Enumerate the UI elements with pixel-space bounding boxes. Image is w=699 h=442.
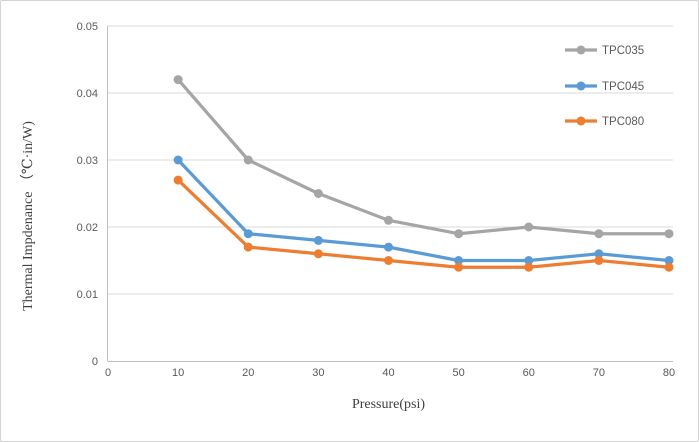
data-point-tpc045 (454, 256, 464, 265)
y-tick-label: 0.01 (77, 289, 98, 301)
legend-label-tpc045: TPC045 (602, 81, 644, 93)
legend-marker-tpc035 (576, 45, 586, 55)
x-tick-label: 10 (172, 367, 184, 379)
data-point-tpc035 (664, 229, 674, 239)
y-tick-label: 0.02 (77, 222, 98, 234)
series-line-tpc035 (176, 77, 671, 236)
data-point-tpc045 (384, 242, 393, 252)
legend-label-tpc080: TPC080 (602, 116, 644, 128)
data-point-tpc080 (243, 242, 253, 252)
x-tick-label: 0 (105, 367, 111, 379)
legend-marker-tpc080 (576, 116, 586, 126)
data-point-tpc045 (664, 256, 674, 265)
data-point-tpc080 (594, 256, 604, 265)
y-tick-label: 0 (92, 356, 98, 368)
data-point-tpc080 (454, 262, 464, 272)
data-point-tpc045 (594, 249, 604, 259)
data-point-tpc035 (384, 215, 393, 225)
data-point-tpc035 (524, 222, 534, 232)
legend-marker-tpc045 (576, 81, 586, 91)
data-point-tpc045 (313, 235, 323, 245)
data-point-tpc080 (384, 256, 393, 265)
data-point-tpc080 (524, 262, 534, 272)
data-point-tpc035 (313, 189, 323, 198)
y-axis-title: Thermal Impdenance （℃·in/W) (21, 121, 36, 311)
y-tick-label: 0.03 (77, 155, 98, 167)
legend-label-tpc035: TPC035 (602, 45, 644, 57)
series-line-tpc080 (176, 178, 671, 269)
y-tick-label: 0.05 (77, 21, 98, 33)
data-point-tpc045 (243, 229, 253, 239)
data-point-tpc035 (594, 229, 604, 239)
x-tick-label: 60 (523, 367, 535, 379)
y-tick-label: 0.04 (77, 88, 98, 100)
data-point-tpc045 (173, 155, 183, 165)
x-tick-label: 20 (242, 367, 254, 379)
data-point-tpc035 (454, 229, 464, 239)
data-point-tpc080 (664, 262, 674, 272)
data-point-tpc080 (173, 175, 183, 185)
x-tick-label: 70 (593, 367, 605, 379)
x-tick-label: 80 (663, 367, 675, 379)
x-tick-label: 50 (453, 367, 465, 379)
data-point-tpc035 (243, 155, 253, 165)
data-point-tpc080 (313, 249, 323, 259)
data-point-tpc045 (524, 256, 534, 265)
series-line-tpc045 (176, 158, 671, 263)
x-tick-label: 40 (382, 367, 394, 379)
data-point-tpc035 (173, 75, 183, 85)
x-axis-title: Pressure(psi) (351, 397, 426, 412)
x-tick-label: 30 (312, 367, 324, 379)
